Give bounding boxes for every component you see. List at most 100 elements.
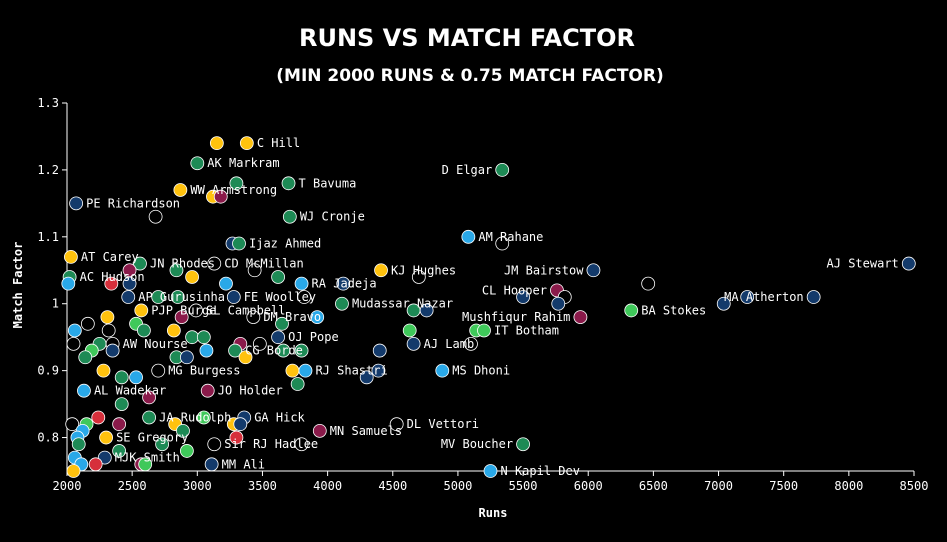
data-point[interactable]: [114, 370, 129, 385]
data-point[interactable]: [239, 136, 254, 151]
data-point[interactable]: [233, 417, 248, 432]
data-point[interactable]: [100, 310, 115, 325]
data-point[interactable]: [151, 363, 166, 378]
data-point[interactable]: [294, 437, 309, 452]
data-point[interactable]: [91, 410, 106, 425]
data-point[interactable]: [298, 363, 313, 378]
data-point[interactable]: [166, 323, 181, 338]
data-point[interactable]: [78, 350, 93, 365]
data-point[interactable]: [411, 270, 426, 284]
data-point[interactable]: [461, 229, 476, 244]
data-point[interactable]: [200, 383, 215, 398]
data-point[interactable]: [122, 276, 137, 291]
data-point[interactable]: [516, 437, 530, 452]
data-point[interactable]: [199, 343, 214, 358]
data-point[interactable]: [169, 263, 184, 278]
data-point[interactable]: [71, 437, 86, 452]
data-point[interactable]: [179, 444, 194, 458]
data-point[interactable]: [142, 390, 156, 405]
data-point[interactable]: [336, 276, 351, 291]
data-point[interactable]: [226, 290, 241, 304]
data-point[interactable]: [297, 290, 312, 304]
data-point[interactable]: [371, 363, 386, 378]
data-point[interactable]: [112, 444, 127, 458]
data-point[interactable]: [88, 457, 103, 472]
data-point[interactable]: [495, 236, 510, 251]
data-point[interactable]: [271, 270, 285, 284]
data-point[interactable]: [105, 343, 120, 358]
data-point[interactable]: [209, 136, 224, 151]
data-point[interactable]: [229, 430, 244, 445]
data-point[interactable]: [806, 290, 821, 304]
data-point[interactable]: [389, 417, 404, 432]
data-point[interactable]: [246, 310, 261, 325]
data-point[interactable]: [112, 417, 127, 432]
data-point[interactable]: [435, 363, 450, 378]
data-point[interactable]: [483, 464, 498, 478]
data-point[interactable]: [136, 323, 151, 338]
data-point[interactable]: [134, 303, 149, 318]
data-point[interactable]: [173, 183, 188, 197]
data-point[interactable]: [228, 343, 242, 358]
data-point[interactable]: [477, 323, 491, 338]
data-point[interactable]: [66, 336, 81, 351]
data-point[interactable]: [285, 363, 300, 378]
data-point[interactable]: [312, 423, 327, 438]
data-point[interactable]: [641, 276, 656, 291]
data-point[interactable]: [464, 336, 478, 351]
data-point[interactable]: [359, 370, 374, 385]
data-point[interactable]: [207, 256, 222, 271]
data-point[interactable]: [247, 263, 262, 278]
data-point[interactable]: [138, 457, 153, 472]
data-point[interactable]: [142, 410, 156, 425]
data-point[interactable]: [232, 236, 246, 251]
data-point[interactable]: [196, 330, 211, 345]
data-point[interactable]: [66, 464, 81, 478]
data-point[interactable]: [80, 316, 95, 331]
data-point[interactable]: [282, 209, 297, 224]
data-point[interactable]: [114, 397, 129, 411]
data-point[interactable]: [586, 263, 601, 278]
data-point[interactable]: [624, 303, 639, 318]
data-point[interactable]: [133, 256, 147, 271]
data-point[interactable]: [374, 263, 388, 278]
data-point[interactable]: [196, 410, 211, 425]
data-point[interactable]: [294, 343, 309, 358]
data-point[interactable]: [716, 296, 731, 311]
data-point[interactable]: [69, 196, 84, 211]
data-point[interactable]: [238, 350, 253, 365]
data-point[interactable]: [179, 350, 194, 365]
data-point[interactable]: [190, 156, 205, 171]
data-point[interactable]: [61, 276, 76, 291]
data-point[interactable]: [185, 270, 199, 284]
data-point[interactable]: [67, 323, 82, 338]
data-point[interactable]: [310, 310, 325, 325]
data-point[interactable]: [551, 296, 566, 311]
data-point[interactable]: [276, 343, 291, 358]
data-point[interactable]: [573, 310, 588, 325]
data-point[interactable]: [101, 323, 116, 338]
data-point[interactable]: [148, 209, 163, 224]
data-point[interactable]: [290, 377, 305, 391]
data-point[interactable]: [151, 290, 166, 304]
data-point[interactable]: [65, 417, 80, 432]
data-point[interactable]: [129, 370, 143, 385]
data-point[interactable]: [335, 296, 349, 311]
data-point[interactable]: [104, 276, 119, 291]
data-point[interactable]: [740, 290, 755, 304]
data-point[interactable]: [275, 316, 289, 331]
data-point[interactable]: [64, 249, 78, 264]
data-point[interactable]: [281, 176, 296, 191]
data-point[interactable]: [294, 276, 309, 291]
data-point[interactable]: [402, 323, 417, 338]
data-point[interactable]: [155, 437, 170, 452]
data-point[interactable]: [121, 290, 136, 304]
data-point[interactable]: [406, 336, 421, 351]
data-point[interactable]: [419, 303, 434, 318]
data-point[interactable]: [495, 163, 510, 177]
data-point[interactable]: [77, 383, 91, 398]
data-point[interactable]: [516, 290, 530, 304]
data-point[interactable]: [229, 176, 244, 191]
data-point[interactable]: [170, 290, 185, 304]
data-point[interactable]: [207, 437, 222, 452]
